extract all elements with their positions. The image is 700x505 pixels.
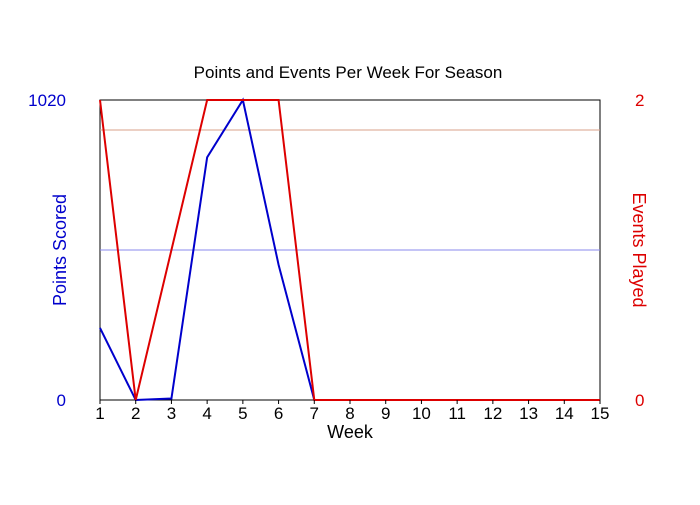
x-tick-label: 2 [131, 404, 140, 423]
x-tick-label: 12 [483, 404, 502, 423]
x-tick-label: 1 [95, 404, 104, 423]
x-tick-label: 14 [555, 404, 574, 423]
y-left-tick-label: 1020 [28, 91, 66, 110]
x-axis-label: Week [327, 422, 374, 442]
y-axis-left-label: Points Scored [50, 194, 70, 306]
x-tick-label: 7 [310, 404, 319, 423]
x-tick-label: 4 [202, 404, 211, 423]
x-tick-label: 13 [519, 404, 538, 423]
x-tick-label: 8 [345, 404, 354, 423]
y-left-tick-label: 0 [57, 391, 66, 410]
x-tick-label: 3 [167, 404, 176, 423]
x-tick-label: 15 [591, 404, 610, 423]
y-right-tick-label: 0 [635, 391, 644, 410]
x-tick-label: 10 [412, 404, 431, 423]
y-right-tick-label: 2 [635, 91, 644, 110]
x-tick-label: 11 [448, 404, 466, 423]
reference-lines [100, 129, 600, 251]
y-axis-right-label: Events Played [629, 192, 649, 307]
x-tick-label: 5 [238, 404, 247, 423]
x-tick-label: 9 [381, 404, 390, 423]
chart-title: Points and Events Per Week For Season [194, 63, 503, 82]
x-tick-label: 6 [274, 404, 283, 423]
